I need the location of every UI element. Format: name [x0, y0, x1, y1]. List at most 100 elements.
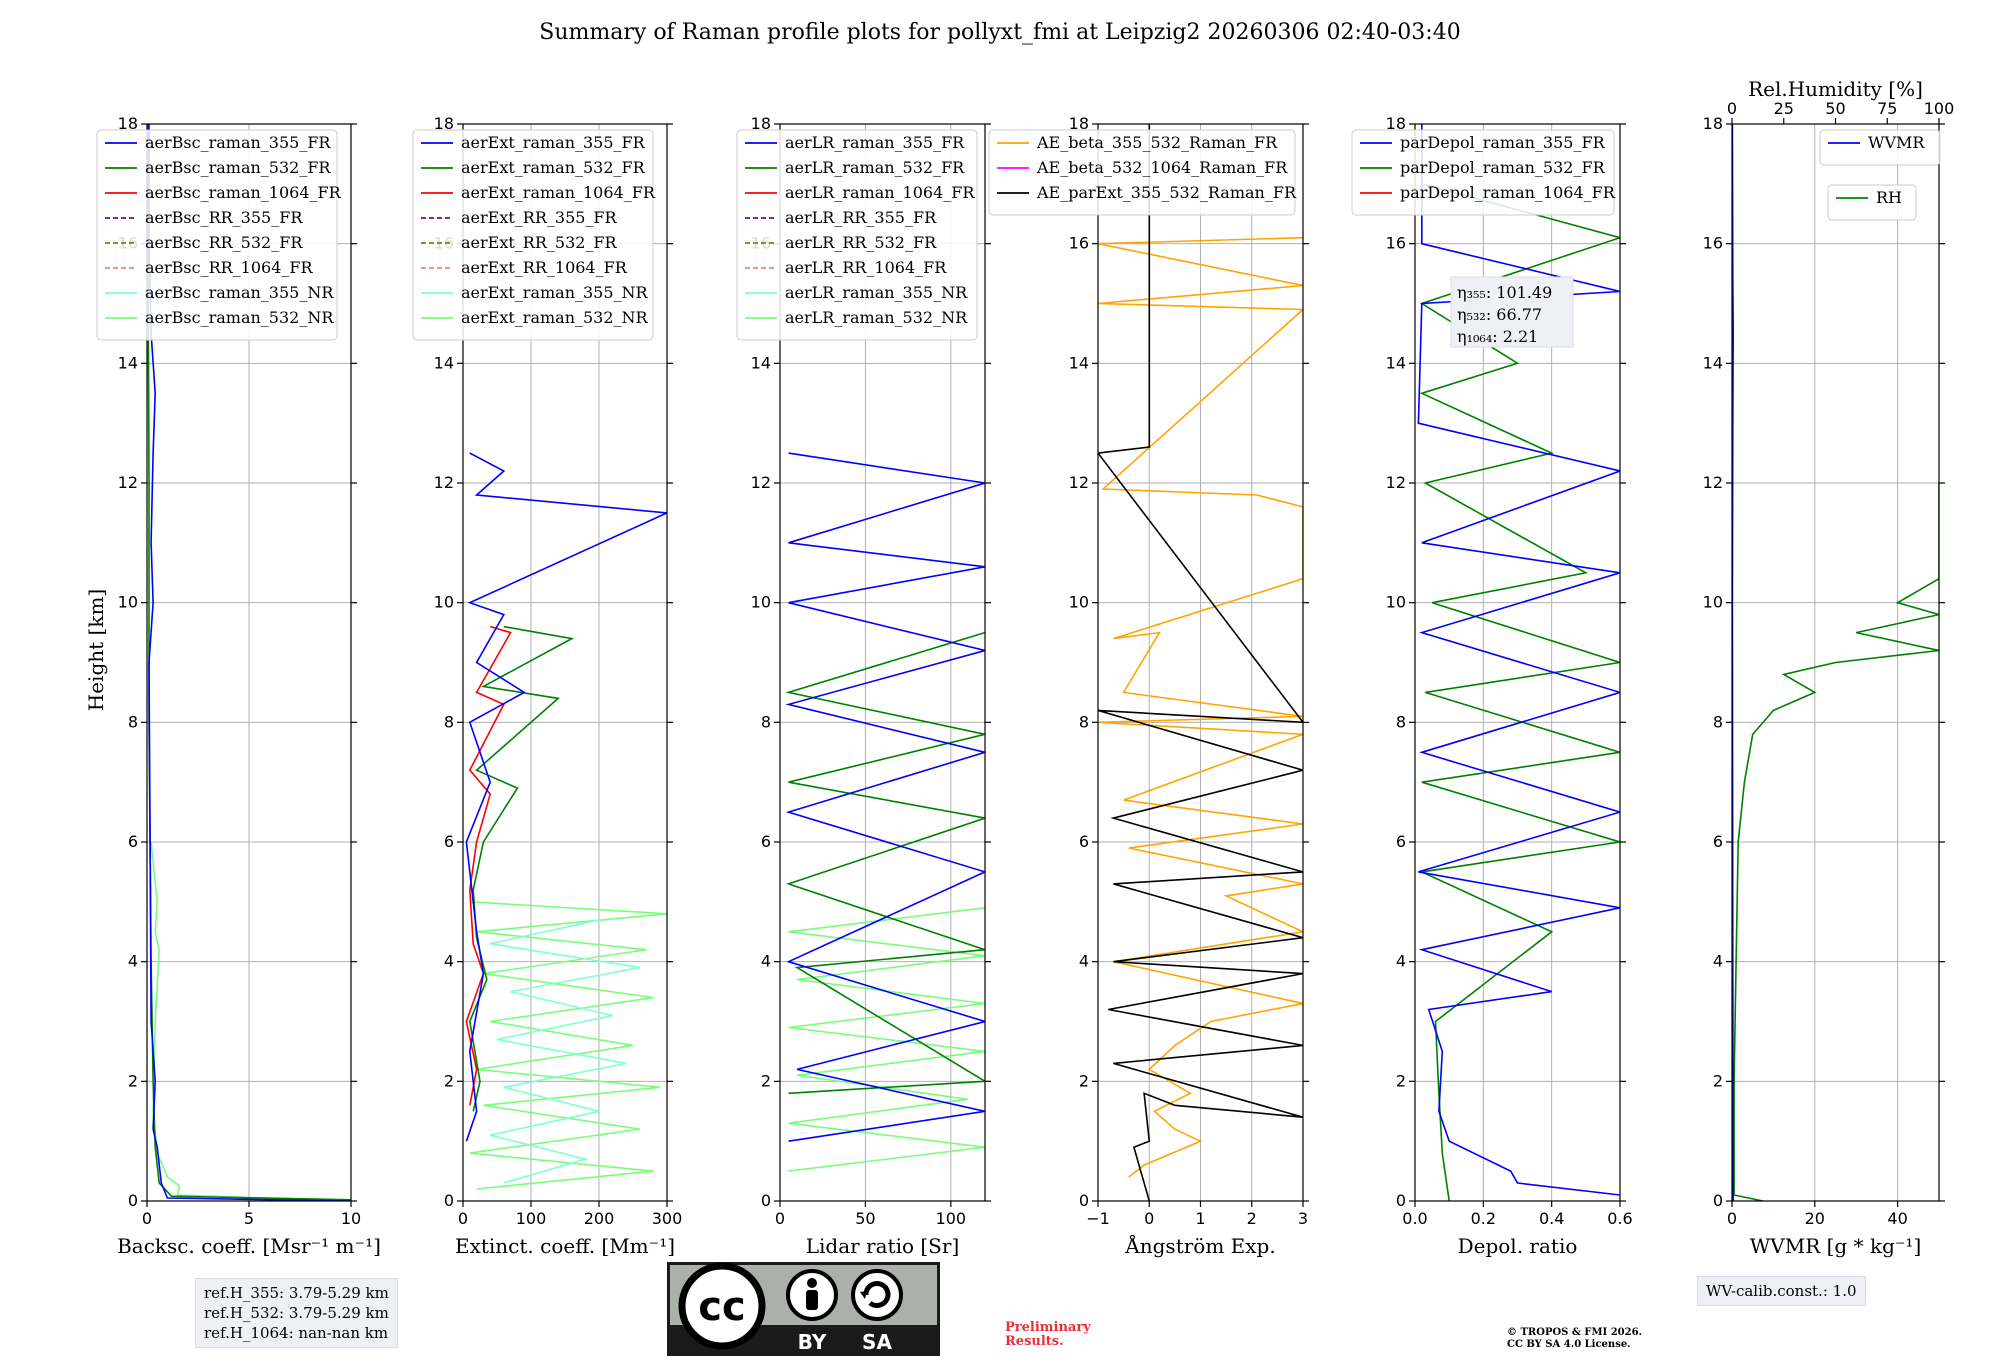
- ytick-label-lr: 6: [761, 832, 771, 851]
- xtick-label-ae: 2: [1247, 1209, 1257, 1228]
- legend-item: AE_beta_355_532_Raman_FR: [1036, 133, 1278, 152]
- top-xtick-label: 75: [1877, 99, 1897, 118]
- ytick-label-depol: 8: [1396, 712, 1406, 731]
- legend-box: [1827, 184, 1917, 221]
- series-group-wv: [1732, 124, 1939, 1201]
- panel-lr: 024681012141618050100Lidar ratio [Sr]aer…: [736, 114, 991, 1258]
- share-alike-arrowhead: [860, 1291, 867, 1299]
- legend-bsc: aerBsc_raman_355_FR aerBsc_raman_532_FRae…: [96, 129, 342, 341]
- preliminary-line-2: Results.: [1005, 1334, 1064, 1349]
- series-aerExt_raman_1064_FR: [465, 625, 512, 1106]
- share-alike-arrow: [863, 1281, 891, 1308]
- ytick-label-bsc: 0: [128, 1191, 138, 1210]
- legend-box: [412, 129, 654, 341]
- ytick-label-ae: 10: [1069, 593, 1089, 612]
- ytick-label-depol: 10: [1386, 593, 1406, 612]
- xtick-label-wv: 20: [1805, 1209, 1825, 1228]
- person-body: [806, 1290, 818, 1310]
- cc-license-badge: cc BY SA: [667, 1262, 940, 1356]
- legend-item: aerExt_raman_355_NR: [461, 283, 649, 302]
- ytick-label-ae: 12: [1069, 473, 1089, 492]
- legend-item: aerExt_RR_532_FR: [461, 233, 618, 252]
- ytick-label-wv: 6: [1713, 832, 1723, 851]
- figure-title: Summary of Raman profile plots for polly…: [539, 20, 1461, 45]
- series-aerExt_raman_532_FR: [468, 625, 575, 1112]
- xtick-label-ext: 100: [516, 1209, 547, 1228]
- legend-item: parDepol_raman_1064_FR: [1400, 183, 1616, 202]
- ytick-label-ae: 6: [1079, 832, 1089, 851]
- xtick-label-lr: 100: [936, 1209, 967, 1228]
- ytick-label-ext: 14: [434, 353, 454, 372]
- xlabel-bsc: Backsc. coeff. [Msr⁻¹ m⁻¹]: [117, 1234, 381, 1258]
- preliminary-line-1: Preliminary: [1005, 1320, 1091, 1335]
- ytick-label-bsc: 18: [118, 114, 138, 133]
- series-AE_beta_355_532_Raman_FR: [1098, 236, 1303, 1178]
- eta-eta532: η₅₃₂: 66.77: [1457, 305, 1542, 324]
- ytick-label-depol: 2: [1396, 1071, 1406, 1090]
- copyright-line-2: CC BY SA 4.0 License.: [1507, 1339, 1631, 1350]
- ytick-label-bsc: 14: [118, 353, 138, 372]
- legend-item: aerLR_raman_1064_FR: [785, 183, 975, 202]
- legend-item: aerExt_RR_355_FR: [461, 208, 618, 227]
- xtick-label-lr: 0: [775, 1209, 785, 1228]
- ytick-label-bsc: 6: [128, 832, 138, 851]
- series-group-lr: [785, 452, 985, 1172]
- ytick-label-lr: 14: [751, 353, 771, 372]
- eta-box-bg: [1450, 276, 1574, 348]
- xlabel-lr: Lidar ratio [Sr]: [806, 1234, 960, 1258]
- badge-by-label: BY: [798, 1330, 827, 1354]
- top-xtick-label: 50: [1825, 99, 1845, 118]
- series-aerLR_raman_355_FR: [785, 452, 985, 1142]
- legend-item: aerExt_raman_532_FR: [461, 158, 646, 177]
- preliminary-note: Preliminary Results.: [1005, 1321, 1091, 1349]
- legend-box: [1351, 129, 1615, 216]
- ytick-label-ext: 12: [434, 473, 454, 492]
- ytick-label-ext: 18: [434, 114, 454, 133]
- legend-item: aerBsc_raman_355_NR: [145, 283, 334, 302]
- xtick-label-ext: 200: [584, 1209, 615, 1228]
- ytick-label-bsc: 8: [128, 712, 138, 731]
- ytick-label-ae: 18: [1069, 114, 1089, 133]
- legend-item: aerBsc_raman_1064_FR: [145, 183, 342, 202]
- legend-item: aerLR_RR_1064_FR: [785, 258, 947, 277]
- axes-frame-lr: [779, 123, 986, 1202]
- xtick-label-depol: 0.2: [1471, 1209, 1496, 1228]
- legend-item: parDepol_raman_355_FR: [1400, 133, 1606, 152]
- ytick-label-lr: 2: [761, 1071, 771, 1090]
- series-WVMR: [1732, 124, 1734, 1201]
- xlabel-ext: Extinct. coeff. [Mm⁻¹]: [455, 1234, 675, 1258]
- ytick-label-lr: 18: [751, 114, 771, 133]
- axes-frame-ext: [462, 123, 668, 1202]
- ref-height-1064: ref.H_1064: nan-nan km: [204, 1324, 389, 1342]
- xtick-label-ae: 1: [1195, 1209, 1205, 1228]
- series-aerLR_raman_532_NR: [788, 907, 985, 1172]
- ytick-label-depol: 12: [1386, 473, 1406, 492]
- ytick-label-bsc: 4: [128, 952, 138, 971]
- ytick-label-bsc: 10: [118, 593, 138, 612]
- top-xtick-label: 0: [1727, 99, 1737, 118]
- copyright-line-1: © TROPOS & FMI 2026.: [1507, 1327, 1643, 1338]
- ytick-label-depol: 18: [1386, 114, 1406, 133]
- ytick-label-wv: 10: [1703, 593, 1723, 612]
- legend-item: aerLR_raman_355_FR: [785, 133, 965, 152]
- legend-item: aerLR_RR_532_FR: [785, 233, 937, 252]
- ytick-label-wv: 0: [1713, 1191, 1723, 1210]
- ytick-label-wv: 4: [1713, 952, 1723, 971]
- ytick-label-lr: 12: [751, 473, 771, 492]
- ytick-label-ext: 4: [444, 952, 454, 971]
- ytick-label-wv: 16: [1703, 234, 1723, 253]
- height-axis-label: Height [km]: [84, 589, 108, 711]
- legend-item: AE_parExt_355_532_Raman_FR: [1036, 183, 1297, 202]
- legend-item: aerLR_raman_532_FR: [785, 158, 965, 177]
- legend-wv: WVMR: [1819, 129, 1941, 166]
- wv-calibration-box: WV-calib.const.: 1.0: [1697, 1276, 1866, 1306]
- ytick-label-ext: 2: [444, 1071, 454, 1090]
- xtick-label-ext: 0: [458, 1209, 468, 1228]
- legend-item: aerBsc_raman_355_FR: [145, 133, 331, 152]
- series-parDepol_raman_355_FR: [1417, 124, 1620, 1196]
- ytick-label-lr: 10: [751, 593, 771, 612]
- person-head: [807, 1278, 817, 1288]
- wv-calibration-constant: WV-calib.const.: 1.0: [1706, 1282, 1857, 1300]
- legend-item: aerBsc_RR_1064_FR: [145, 258, 314, 277]
- series-group-ae: [1098, 124, 1303, 1201]
